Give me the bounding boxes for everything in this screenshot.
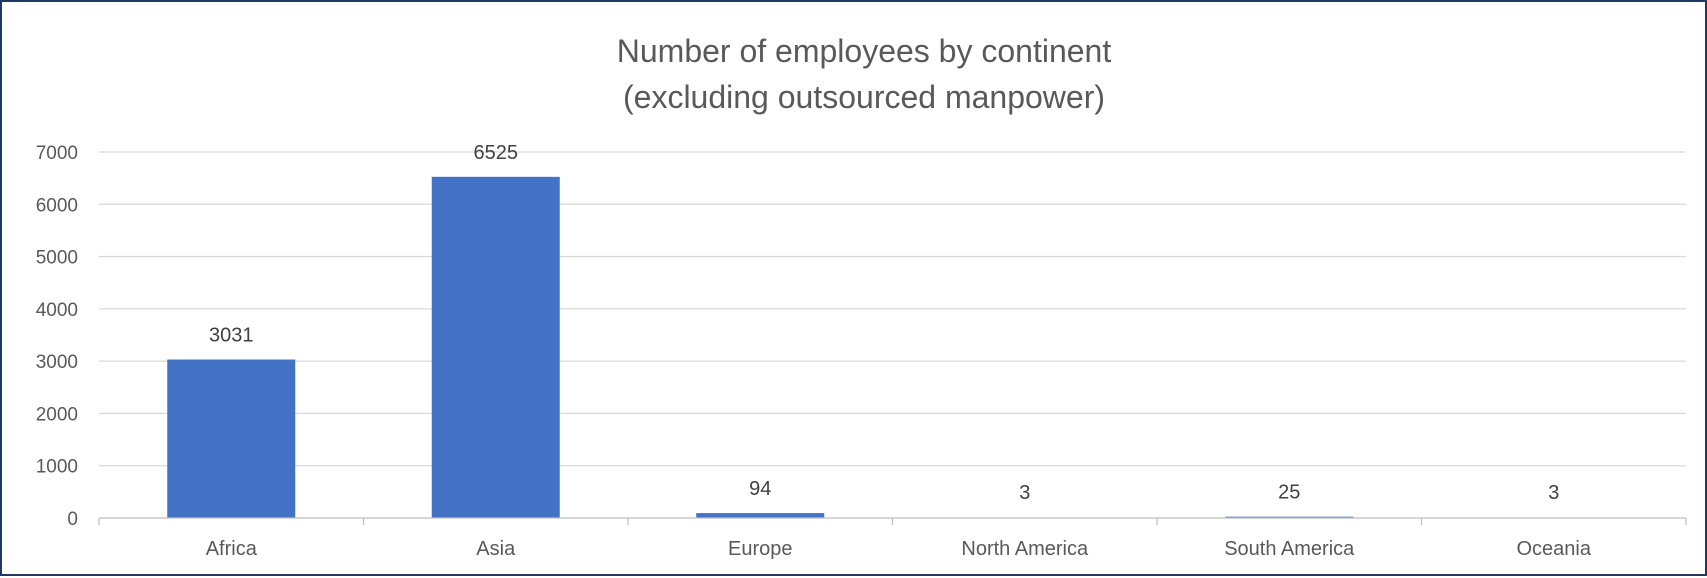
data-label: 25 xyxy=(1278,482,1300,504)
bar-africa xyxy=(167,360,295,518)
gridlines xyxy=(99,152,1686,466)
y-axis-tick-labels: 0 1000 2000 3000 4000 5000 6000 7000 xyxy=(36,143,78,530)
y-tick-label: 2000 xyxy=(36,404,78,425)
y-tick-label: 4000 xyxy=(36,300,78,321)
y-tick-label: 7000 xyxy=(36,143,78,164)
y-tick-label: 5000 xyxy=(36,248,78,269)
chart-title-line-1: Number of employees by continent xyxy=(617,33,1112,69)
bar-europe xyxy=(696,513,824,518)
data-labels: 3031 6525 94 3 25 3 xyxy=(209,142,1559,504)
data-label: 3031 xyxy=(209,325,254,347)
bars xyxy=(167,177,1618,518)
y-tick-label: 3000 xyxy=(36,352,78,373)
y-tick-label: 1000 xyxy=(36,457,78,478)
x-axis-category-labels: Africa Asia Europe North America South Ameri… xyxy=(206,538,1592,560)
y-tick-label: 0 xyxy=(67,509,78,530)
x-category-label: North America xyxy=(961,538,1089,560)
data-label: 6525 xyxy=(474,142,519,164)
x-category-label: Oceania xyxy=(1517,538,1592,560)
data-label: 94 xyxy=(749,478,771,500)
y-tick-label: 6000 xyxy=(36,195,78,216)
chart-title-line-2: (excluding outsourced manpower) xyxy=(623,79,1105,115)
x-category-label: Africa xyxy=(206,538,258,560)
data-label: 3 xyxy=(1019,482,1030,504)
x-category-label: South America xyxy=(1224,538,1355,560)
x-category-label: Asia xyxy=(476,538,516,560)
bar-asia xyxy=(432,177,560,518)
data-label: 3 xyxy=(1548,482,1559,504)
x-category-label: Europe xyxy=(728,538,793,560)
x-axis xyxy=(99,518,1686,525)
